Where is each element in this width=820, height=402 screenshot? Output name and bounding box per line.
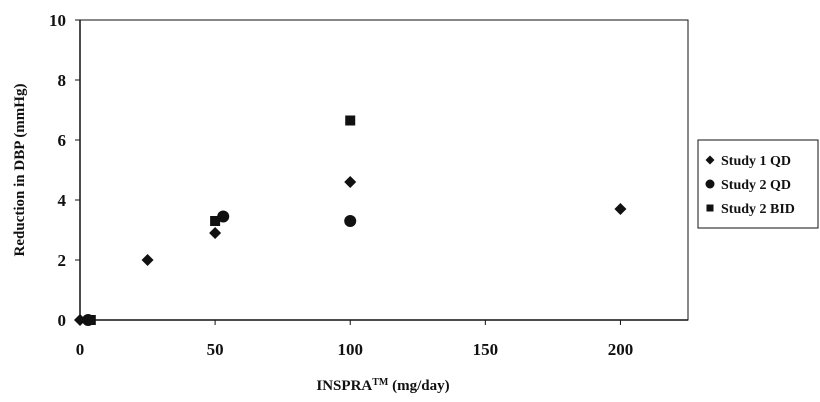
legend-marker [706, 204, 714, 212]
y-tick-label: 10 [49, 11, 66, 30]
data-point [209, 227, 222, 239]
legend-entry: Study 1 QD [721, 154, 791, 169]
data-point [217, 210, 230, 223]
plot-frame [79, 19, 689, 321]
axis-titles: INSPRATM (mg/day) Reduction in DBP (mmHg… [12, 84, 450, 394]
x-tick-label: 100 [337, 340, 363, 359]
y-tick-label: 4 [58, 191, 67, 210]
y-axis-title: Reduction in DBP (mmHg) [12, 84, 28, 257]
x-tick-label: 50 [207, 340, 224, 359]
legend-entry: Study 2 QD [721, 178, 791, 193]
data-point [344, 215, 357, 227]
plot-area [79, 19, 689, 321]
y-tick-label: 2 [58, 251, 67, 270]
data-point [614, 203, 627, 215]
data-point [345, 115, 356, 126]
legend-box [697, 139, 819, 229]
x-tick-label: 0 [76, 340, 85, 359]
legend-marker [705, 179, 715, 189]
data-point [85, 315, 96, 325]
series-3 [85, 115, 356, 325]
legend-marker [705, 155, 715, 165]
data-point [210, 216, 221, 226]
data-point [141, 254, 154, 266]
series-1 [74, 176, 627, 326]
axes [75, 19, 688, 325]
x-tick-label: 150 [473, 340, 499, 359]
x-tick-label: 200 [608, 340, 634, 359]
y-tick-label: 6 [58, 131, 67, 150]
y-tick-label: 0 [58, 311, 67, 330]
data-point [344, 176, 357, 188]
x-axis-title: INSPRATM (mg/day) [316, 377, 449, 395]
legend: Study 1 QD Study 2 QD Study 2 BID [697, 139, 819, 229]
data-points [74, 115, 627, 326]
series-2 [82, 210, 357, 326]
legend-entry: Study 2 BID [721, 202, 795, 217]
y-tick-label: 8 [58, 71, 67, 90]
